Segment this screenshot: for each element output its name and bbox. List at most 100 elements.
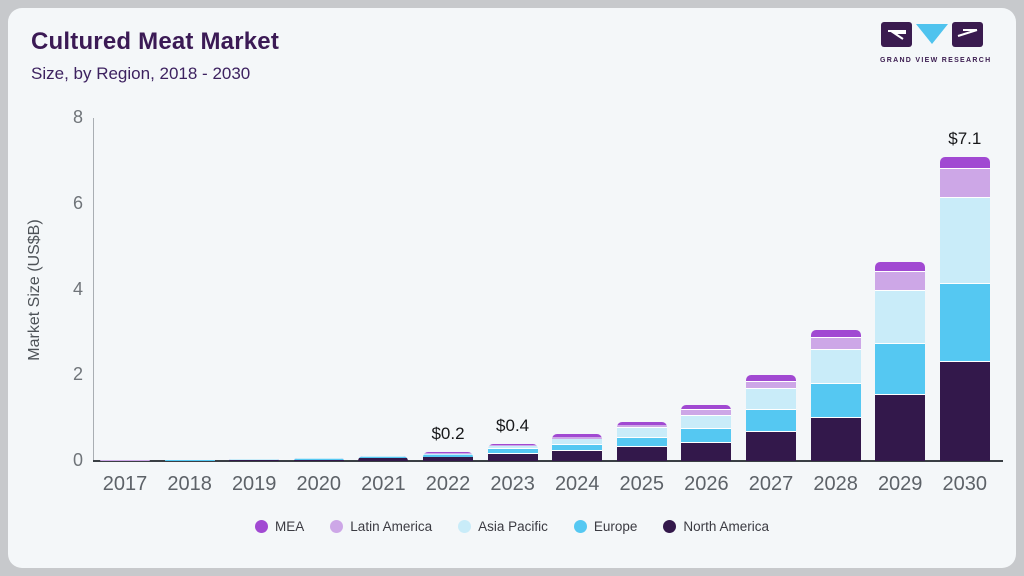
bar-segment-mea — [616, 422, 667, 426]
bar-2018 — [164, 459, 215, 461]
legend-dot-icon — [663, 520, 677, 533]
y-axis-tick-label: 8 — [72, 107, 83, 127]
y-axis-title: Market Size (US$B) — [26, 218, 43, 361]
legend-item-latin-america: Latin America — [330, 519, 432, 534]
x-axis-tick-label: 2025 — [619, 473, 665, 495]
bar-segment-latin-america — [810, 338, 861, 350]
y-axis-tick-label: 2 — [72, 364, 83, 385]
bar-segment-asia-pacific — [423, 453, 473, 456]
bar-2017 — [100, 460, 150, 461]
gvr-logo-text: GRAND VIEW RESEARCH — [880, 57, 992, 64]
x-axis-tick-label: 2022 — [425, 473, 471, 495]
bar-segment-north-america — [681, 443, 732, 461]
bar-2019 — [229, 459, 280, 461]
x-axis-tick-label: 2026 — [684, 473, 729, 495]
bar-segment-asia-pacific — [358, 456, 409, 457]
bar-segment-asia-pacific — [810, 349, 861, 385]
legend-item-europe: Europe — [573, 519, 638, 534]
x-axis-tick-label: 2028 — [813, 473, 858, 495]
bar-segment-mea — [552, 434, 603, 437]
bar-segment-asia-pacific — [552, 439, 603, 445]
bar-2028 — [810, 330, 861, 461]
chart-subtitle: Size, by Region, 2018 - 2030 — [31, 64, 251, 83]
bar-2027 — [746, 375, 796, 461]
bar-value-label-2030: $7.1 — [948, 128, 982, 148]
x-axis-tick-label: 2020 — [296, 473, 342, 495]
legend-label: North America — [683, 519, 769, 534]
chart-title: Cultured Meat Market — [31, 28, 280, 55]
bar-segment-mea — [875, 261, 926, 272]
bar-segment-mea — [810, 330, 861, 339]
legend-label: Latin America — [350, 519, 433, 534]
bar-2022 — [423, 452, 473, 461]
bar-2026 — [681, 405, 732, 461]
bar-segment-latin-america — [746, 381, 796, 390]
bar-segment-europe — [681, 428, 732, 443]
legend-item-mea: MEA — [255, 519, 304, 534]
legend-dot-icon — [255, 520, 269, 533]
bar-segment-latin-america — [875, 271, 926, 291]
bar-segment-asia-pacific — [939, 198, 990, 284]
bar-value-label-2023: $0.4 — [496, 415, 530, 435]
x-axis-tick-label: 2018 — [167, 473, 212, 495]
bar-segment-north-america — [746, 431, 796, 461]
x-axis-tick-label: 2017 — [102, 473, 148, 495]
bar-segment-europe — [293, 458, 344, 460]
bar-segment-north-america — [293, 459, 344, 461]
x-axis-tick-label: 2023 — [490, 473, 535, 495]
bar-segment-north-america — [487, 454, 538, 461]
bar-segment-asia-pacific — [487, 446, 538, 450]
x-axis-tick-label: 2030 — [942, 473, 988, 495]
bar-segment-north-america — [552, 451, 603, 461]
bar-segment-mea — [487, 443, 538, 445]
legend-item-north-america: North America — [663, 519, 769, 534]
bar-segment-north-america — [423, 457, 473, 461]
chart-legend: MEA Latin America Asia Pacific Europe North … — [8, 519, 1016, 534]
bar-segment-asia-pacific — [681, 416, 732, 429]
bar-segment-latin-america — [487, 444, 538, 447]
bar-segment-europe — [875, 343, 926, 396]
bar-segment-latin-america — [616, 425, 667, 429]
bar-segment-europe — [810, 384, 861, 418]
bar-segment-latin-america — [552, 436, 603, 440]
x-axis-line — [93, 460, 1003, 462]
y-axis-tick-label: 4 — [72, 278, 83, 299]
bar-segment-mea — [681, 405, 732, 411]
bar-segment-asia-pacific — [616, 428, 667, 438]
bar-segment-asia-pacific — [746, 389, 796, 410]
y-axis-tick-label: 0 — [72, 450, 83, 470]
bar-segment-latin-america — [939, 169, 990, 199]
bar-segment-north-america — [810, 417, 861, 461]
bar-segment-europe — [423, 455, 473, 458]
bar-segment-north-america — [616, 446, 667, 461]
legend-dot-icon — [330, 520, 344, 533]
legend-dot-icon — [458, 520, 472, 533]
bar-segment-asia-pacific — [875, 290, 926, 344]
legend-dot-icon — [573, 520, 587, 533]
x-axis-tick-label: 2019 — [231, 473, 277, 495]
bar-2023 — [487, 443, 538, 461]
x-axis-tick-label: 2024 — [554, 473, 600, 495]
x-axis-tick-label: 2029 — [877, 473, 923, 495]
x-axis-tick-label: 2021 — [361, 473, 406, 495]
bar-segment-mea — [746, 375, 796, 382]
y-axis-tick-label: 6 — [72, 192, 83, 213]
bar-segment-latin-america — [681, 410, 732, 416]
bar-2030 — [939, 156, 990, 461]
bar-segment-europe — [939, 283, 990, 362]
legend-item-asia-pacific: Asia Pacific — [458, 519, 548, 534]
x-axis-tick-label: 2027 — [748, 473, 794, 495]
bar-segment-europe — [358, 456, 409, 459]
legend-label: Europe — [593, 519, 638, 534]
y-axis-line — [93, 118, 94, 461]
bar-2021 — [358, 455, 409, 461]
bar-segment-north-america — [164, 460, 215, 461]
plot-area: Market Size (US$B) 0 2 4 6 8 2017 2018 2019 2020… — [26, 107, 1005, 495]
bar-segment-north-america — [875, 395, 926, 461]
bar-segment-mea — [939, 156, 990, 170]
bar-segment-north-america — [939, 361, 990, 461]
bar-value-label-2022: $0.2 — [431, 424, 465, 444]
bar-segment-europe — [746, 409, 796, 432]
gvr-logo-icon — [881, 22, 983, 47]
legend-label: Asia Pacific — [478, 519, 548, 534]
